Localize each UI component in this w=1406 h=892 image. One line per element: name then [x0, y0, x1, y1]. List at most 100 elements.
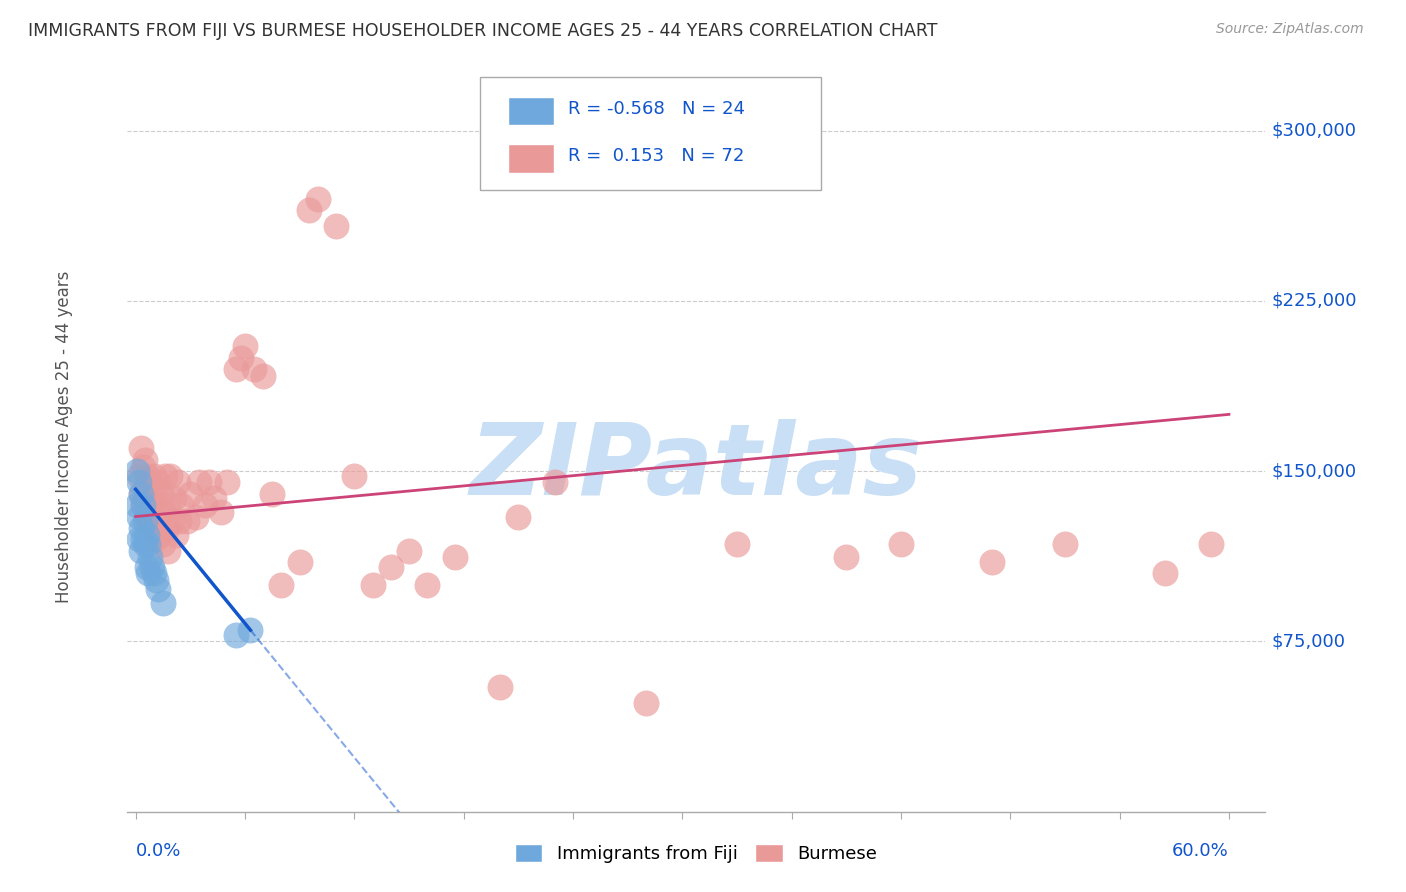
- Point: [325, 219, 347, 233]
- Point: [146, 475, 169, 490]
- Point: [135, 527, 157, 541]
- Point: [139, 550, 162, 565]
- Point: [288, 555, 311, 569]
- Point: [135, 509, 157, 524]
- Point: [128, 533, 150, 547]
- Point: [835, 550, 858, 565]
- Point: [127, 498, 149, 512]
- Point: [129, 521, 152, 535]
- Point: [142, 521, 165, 535]
- Text: ZIPatlas: ZIPatlas: [470, 418, 922, 516]
- Point: [129, 442, 152, 456]
- Point: [215, 475, 238, 490]
- Point: [194, 498, 217, 512]
- Point: [135, 468, 157, 483]
- Point: [1154, 566, 1177, 581]
- Point: [489, 680, 512, 694]
- Text: Householder Income Ages 25 - 44 years: Householder Income Ages 25 - 44 years: [55, 271, 73, 603]
- Text: 60.0%: 60.0%: [1173, 842, 1229, 860]
- Point: [127, 464, 149, 478]
- Point: [148, 509, 170, 524]
- Point: [145, 573, 167, 587]
- Point: [725, 537, 748, 551]
- Point: [398, 543, 420, 558]
- Point: [135, 559, 157, 574]
- Point: [163, 491, 186, 506]
- Point: [179, 487, 201, 501]
- Point: [138, 537, 160, 551]
- Point: [145, 491, 167, 506]
- Point: [343, 468, 366, 483]
- Point: [159, 468, 181, 483]
- Point: [508, 509, 530, 524]
- Text: $75,000: $75,000: [1271, 632, 1346, 650]
- Point: [129, 543, 152, 558]
- Point: [176, 514, 198, 528]
- Point: [197, 475, 219, 490]
- Point: [361, 577, 384, 591]
- Point: [166, 475, 188, 490]
- Bar: [508, 97, 554, 126]
- Legend: Immigrants from Fiji, Burmese: Immigrants from Fiji, Burmese: [508, 837, 884, 870]
- Point: [132, 533, 155, 547]
- Point: [443, 550, 465, 565]
- Point: [146, 582, 169, 597]
- Point: [231, 351, 253, 365]
- Point: [128, 475, 150, 490]
- Point: [134, 452, 156, 467]
- Point: [416, 577, 439, 591]
- Point: [184, 509, 207, 524]
- Point: [262, 487, 284, 501]
- Point: [141, 498, 163, 512]
- Point: [138, 566, 160, 581]
- Point: [202, 491, 225, 506]
- Point: [152, 596, 174, 610]
- Point: [160, 514, 183, 528]
- Point: [634, 696, 657, 710]
- Point: [142, 468, 165, 483]
- Point: [134, 514, 156, 528]
- Point: [307, 192, 329, 206]
- Point: [153, 468, 176, 483]
- Point: [188, 475, 211, 490]
- Point: [1053, 537, 1076, 551]
- Point: [157, 498, 180, 512]
- Point: [142, 566, 165, 581]
- Bar: [508, 145, 554, 172]
- Point: [129, 487, 152, 501]
- Point: [890, 537, 912, 551]
- Point: [139, 487, 162, 501]
- Point: [148, 527, 170, 541]
- Point: [981, 555, 1004, 569]
- Point: [129, 487, 152, 501]
- Point: [138, 475, 160, 490]
- Point: [145, 533, 167, 547]
- Text: R =  0.153   N = 72: R = 0.153 N = 72: [568, 147, 745, 165]
- Point: [233, 339, 256, 353]
- Point: [132, 498, 155, 512]
- Point: [270, 577, 292, 591]
- Point: [132, 498, 155, 512]
- Point: [298, 202, 321, 217]
- Text: Source: ZipAtlas.com: Source: ZipAtlas.com: [1216, 22, 1364, 37]
- Text: $150,000: $150,000: [1271, 462, 1357, 480]
- Point: [243, 362, 266, 376]
- Point: [156, 521, 179, 535]
- Point: [128, 509, 150, 524]
- Point: [1199, 537, 1222, 551]
- Point: [157, 543, 180, 558]
- Point: [139, 521, 162, 535]
- Text: R = -0.568   N = 24: R = -0.568 N = 24: [568, 100, 745, 118]
- Point: [134, 491, 156, 506]
- Text: $225,000: $225,000: [1271, 292, 1357, 310]
- Point: [170, 498, 193, 512]
- Text: 0.0%: 0.0%: [135, 842, 181, 860]
- Point: [134, 537, 156, 551]
- Text: $300,000: $300,000: [1271, 121, 1357, 139]
- Text: IMMIGRANTS FROM FIJI VS BURMESE HOUSEHOLDER INCOME AGES 25 - 44 YEARS CORRELATIO: IMMIGRANTS FROM FIJI VS BURMESE HOUSEHOL…: [28, 22, 938, 40]
- Point: [152, 505, 174, 519]
- Point: [128, 468, 150, 483]
- Point: [165, 527, 187, 541]
- Point: [252, 368, 274, 383]
- Point: [169, 514, 191, 528]
